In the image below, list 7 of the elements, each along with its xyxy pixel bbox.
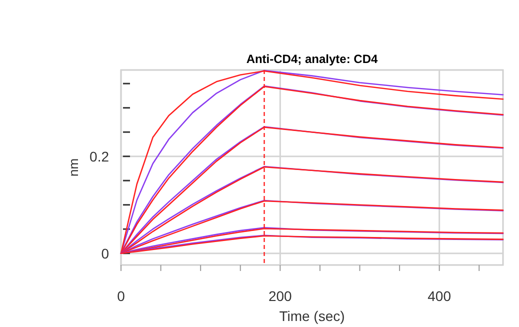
x-tick-label: 0 xyxy=(117,288,126,304)
chart-title: Anti-CD4; analyte: CD4 xyxy=(246,52,378,66)
x-axis-title: Time (sec) xyxy=(279,308,345,324)
y-tick-label: 0.2 xyxy=(90,148,110,164)
y-axis-title: nm xyxy=(66,158,81,177)
x-tick-label: 400 xyxy=(428,288,452,304)
x-tick-label: 200 xyxy=(268,288,292,304)
